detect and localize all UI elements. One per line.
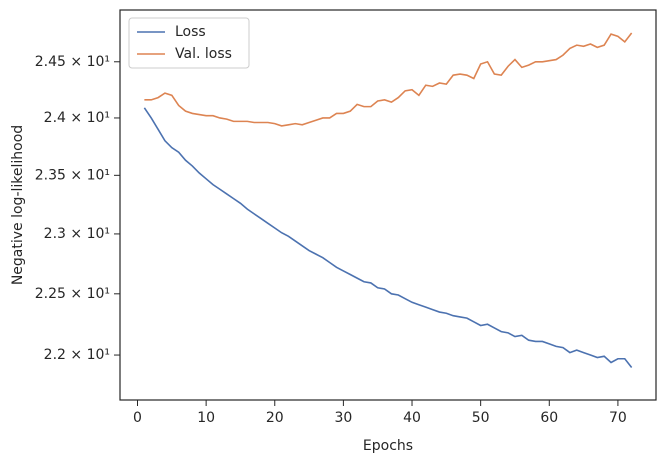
y-tick-label: 2.25 × 10¹ bbox=[35, 286, 110, 302]
y-tick-label: 2.4 × 10¹ bbox=[44, 110, 110, 126]
x-tick-label: 50 bbox=[472, 410, 490, 426]
x-tick-label: 10 bbox=[197, 410, 215, 426]
line-series bbox=[144, 32, 633, 127]
x-tick-label: 60 bbox=[540, 410, 558, 426]
legend-label: Loss bbox=[175, 24, 206, 40]
y-axis-label: Negative log-likelihood bbox=[10, 125, 26, 285]
x-tick-label: 0 bbox=[133, 410, 142, 426]
y-tick-label: 2.3 × 10¹ bbox=[44, 226, 110, 242]
plot-frame bbox=[119, 9, 657, 401]
y-tick-label: 2.2 × 10¹ bbox=[44, 347, 110, 363]
x-axis-label: Epochs bbox=[363, 438, 413, 454]
x-tick-label: 30 bbox=[334, 410, 352, 426]
x-tick-label: 20 bbox=[266, 410, 284, 426]
legend-box bbox=[128, 17, 250, 69]
x-tick-label: 70 bbox=[609, 410, 627, 426]
legend-label: Val. loss bbox=[175, 46, 232, 62]
y-tick-label: 2.45 × 10¹ bbox=[35, 54, 110, 70]
line-series bbox=[143, 107, 633, 368]
y-tick-label: 2.35 × 10¹ bbox=[35, 167, 110, 183]
x-tick-label: 40 bbox=[403, 410, 421, 426]
